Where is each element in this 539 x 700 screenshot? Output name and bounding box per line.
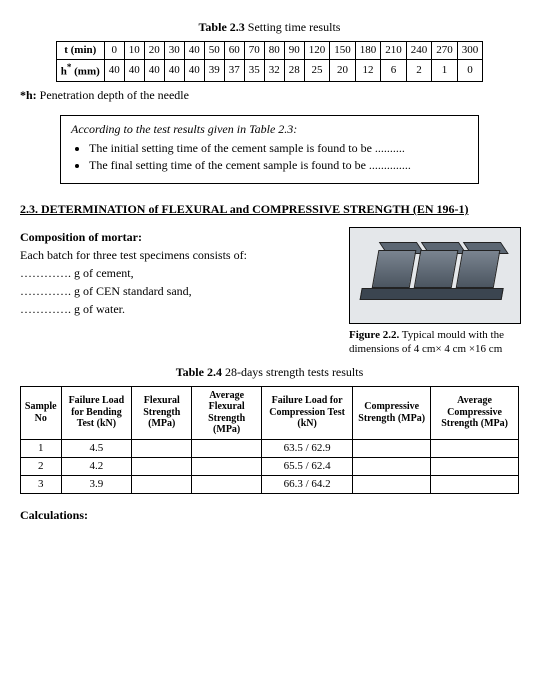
th-flexural-strength: Flexural Strength (MPa) — [132, 386, 192, 439]
section-2-3-heading: 2.3. DETERMINATION of FLEXURAL and COMPR… — [20, 202, 519, 217]
table23-row2-label: h* (mm) — [56, 60, 104, 82]
table24-caption: Table 2.4 28-days strength tests results — [20, 365, 519, 380]
figure-2-2: Figure 2.2. Typical mould with the dimen… — [349, 227, 519, 357]
notebox-item-final: The final setting time of the cement sam… — [89, 158, 468, 173]
table23-row-depth: h* (mm) 40 40 40 40 40 39 37 35 32 28 25… — [56, 60, 483, 82]
table24: Sample No Failure Load for Bending Test … — [20, 386, 519, 495]
composition-block: Composition of mortar: Each batch for th… — [20, 227, 337, 320]
calculations-heading: Calculations: — [20, 508, 519, 523]
footnote-label: *h: — [20, 88, 37, 102]
table24-caption-rest: 28-days strength tests results — [222, 365, 363, 379]
figure-2-2-caption: Figure 2.2. Typical mould with the dimen… — [349, 328, 519, 357]
table24-row-3: 3 3.9 66.3 / 64.2 — [21, 476, 519, 494]
composition-line-sand: …………. g of CEN standard sand, — [20, 284, 337, 299]
table24-caption-bold: Table 2.4 — [176, 365, 222, 379]
table23: t (min) 0 10 20 30 40 50 60 70 80 90 120… — [56, 41, 484, 82]
th-compression-load: Failure Load for Compression Test (kN) — [262, 386, 353, 439]
th-compressive-strength: Compressive Strength (MPa) — [353, 386, 431, 439]
notebox-item-initial: The initial setting time of the cement s… — [89, 141, 468, 156]
table23-row-time: t (min) 0 10 20 30 40 50 60 70 80 90 120… — [56, 42, 483, 60]
figure-caption-bold: Figure 2.2. — [349, 329, 399, 341]
th-avg-flexural: Average Flexural Strength (MPa) — [192, 386, 262, 439]
composition-line-cement: …………. g of cement, — [20, 266, 337, 281]
composition-line-water: …………. g of water. — [20, 302, 337, 317]
table24-row-1: 1 4.5 63.5 / 62.9 — [21, 439, 519, 457]
table23-caption-rest: Setting time results — [245, 20, 341, 34]
th-avg-compressive: Average Compressive Strength (MPa) — [431, 386, 519, 439]
results-notebox: According to the test results given in T… — [60, 115, 479, 184]
composition-heading: Composition of mortar: — [20, 230, 337, 245]
table23-caption: Table 2.3 Setting time results — [20, 20, 519, 35]
table23-caption-bold: Table 2.3 — [199, 20, 245, 34]
table24-header-row: Sample No Failure Load for Bending Test … — [21, 386, 519, 439]
mould-image — [349, 227, 521, 324]
footnote-text: Penetration depth of the needle — [37, 88, 189, 102]
table23-row1-label: t (min) — [56, 42, 104, 60]
composition-intro: Each batch for three test specimens cons… — [20, 248, 337, 263]
table24-row-2: 2 4.2 65.5 / 62.4 — [21, 457, 519, 475]
th-sample-no: Sample No — [21, 386, 62, 439]
th-bending-load: Failure Load for Bending Test (kN) — [61, 386, 132, 439]
notebox-lead: According to the test results given in T… — [71, 122, 468, 137]
table23-footnote: *h: Penetration depth of the needle — [20, 88, 519, 103]
